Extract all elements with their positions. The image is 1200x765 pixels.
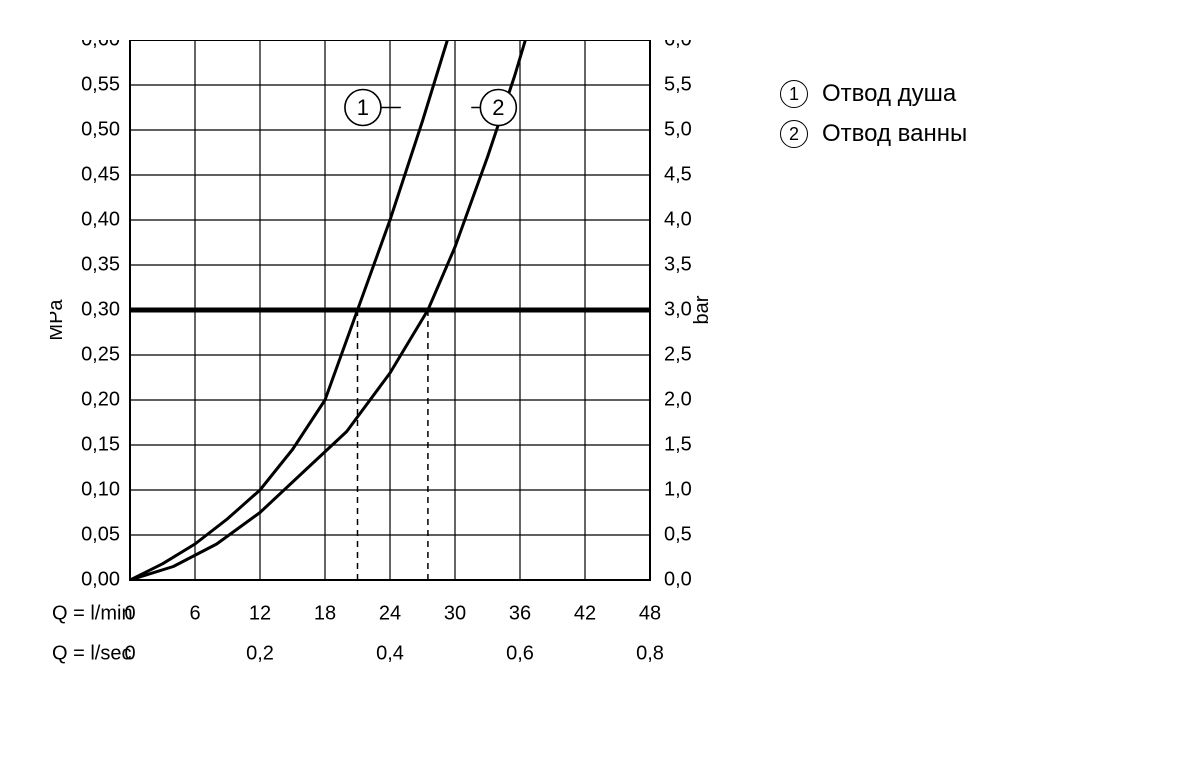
x-row-label: Q = l/min xyxy=(52,602,133,624)
x-row-label: Q = l/sec xyxy=(52,642,131,664)
y-right-tick-label: 0,0 xyxy=(664,568,692,590)
y-right-tick-label: 6,0 xyxy=(664,40,692,50)
y-left-tick-label: 0,60 xyxy=(81,40,120,50)
y-left-tick-label: 0,00 xyxy=(81,568,120,590)
y-right-tick-label: 3,0 xyxy=(664,298,692,320)
y-right-tick-label: 5,0 xyxy=(664,118,692,140)
y-left-tick-label: 0,40 xyxy=(81,208,120,230)
y-right-tick-label: 1,0 xyxy=(664,478,692,500)
x-tick-label: 0,2 xyxy=(246,642,274,664)
y-left-axis-title: MPa xyxy=(50,299,67,341)
x-tick-label: 0,8 xyxy=(636,642,664,664)
legend-item: 2 Отвод ванны xyxy=(780,120,1160,148)
y-right-tick-label: 1,5 xyxy=(664,433,692,455)
legend-item-text: Отвод ванны xyxy=(822,120,967,148)
y-right-tick-label: 2,0 xyxy=(664,388,692,410)
x-tick-label: 12 xyxy=(249,602,271,624)
x-tick-label: 0 xyxy=(124,602,135,624)
series-2-marker-label: 2 xyxy=(492,95,504,120)
legend-item-number: 2 xyxy=(780,120,808,148)
y-right-tick-label: 4,0 xyxy=(664,208,692,230)
y-right-tick-label: 2,5 xyxy=(664,343,692,365)
y-left-tick-label: 0,10 xyxy=(81,478,120,500)
x-tick-label: 0,4 xyxy=(376,642,404,664)
x-tick-label: 18 xyxy=(314,602,336,624)
y-right-axis-title: bar xyxy=(691,295,710,324)
y-right-tick-label: 0,5 xyxy=(664,523,692,545)
y-left-tick-label: 0,25 xyxy=(81,343,120,365)
y-left-tick-label: 0,05 xyxy=(81,523,120,545)
flow-pressure-chart: 120,000,050,100,150,200,250,300,350,400,… xyxy=(50,40,710,720)
x-tick-label: 30 xyxy=(444,602,466,624)
y-left-tick-label: 0,45 xyxy=(81,163,120,185)
y-left-tick-label: 0,30 xyxy=(81,298,120,320)
x-tick-label: 0,6 xyxy=(506,642,534,664)
x-tick-label: 42 xyxy=(574,602,596,624)
legend-item-text: Отвод душа xyxy=(822,80,956,108)
x-tick-label: 0 xyxy=(124,642,135,664)
x-tick-label: 6 xyxy=(189,602,200,624)
x-tick-label: 36 xyxy=(509,602,531,624)
chart-legend: 1 Отвод душа 2 Отвод ванны xyxy=(780,80,1160,160)
series-1-marker-label: 1 xyxy=(357,95,369,120)
y-left-tick-label: 0,50 xyxy=(81,118,120,140)
y-left-tick-label: 0,15 xyxy=(81,433,120,455)
x-tick-label: 48 xyxy=(639,602,661,624)
y-right-tick-label: 5,5 xyxy=(664,73,692,95)
legend-item: 1 Отвод душа xyxy=(780,80,1160,108)
y-right-tick-label: 3,5 xyxy=(664,253,692,275)
y-left-tick-label: 0,35 xyxy=(81,253,120,275)
y-left-tick-label: 0,20 xyxy=(81,388,120,410)
legend-item-number: 1 xyxy=(780,80,808,108)
x-tick-label: 24 xyxy=(379,602,401,624)
y-left-tick-label: 0,55 xyxy=(81,73,120,95)
y-right-tick-label: 4,5 xyxy=(664,163,692,185)
